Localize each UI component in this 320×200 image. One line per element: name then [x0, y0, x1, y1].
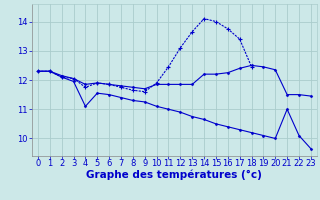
X-axis label: Graphe des températures (°c): Graphe des températures (°c): [86, 170, 262, 180]
